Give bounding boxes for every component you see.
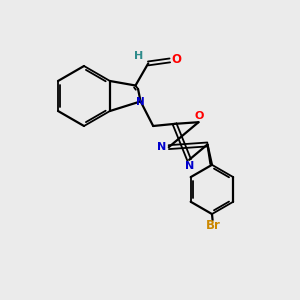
Text: Br: Br: [206, 219, 220, 232]
Text: O: O: [171, 53, 182, 66]
Text: H: H: [134, 51, 143, 61]
Text: N: N: [185, 161, 194, 172]
Text: O: O: [194, 111, 204, 121]
Text: N: N: [136, 97, 145, 107]
Text: N: N: [157, 142, 166, 152]
